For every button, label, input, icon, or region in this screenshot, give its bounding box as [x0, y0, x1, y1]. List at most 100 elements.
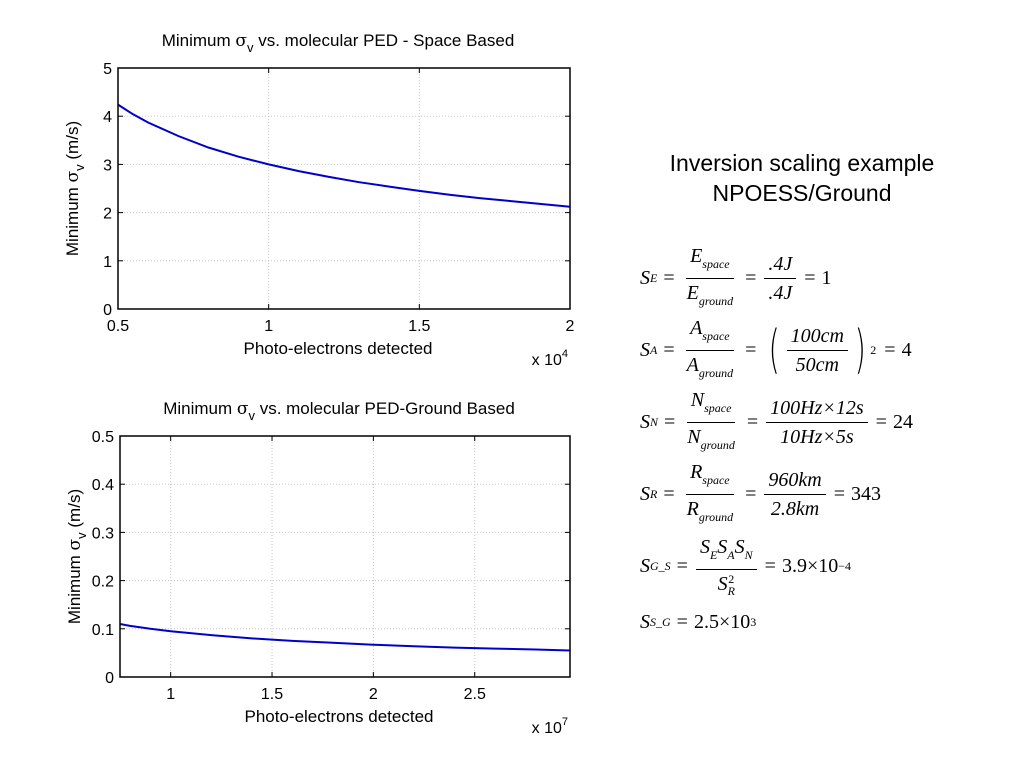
- y-axis-label: Minimum σv (m/s): [63, 121, 87, 256]
- multiplier-exponent: 4: [562, 348, 568, 360]
- equals-sign: =: [745, 266, 757, 289]
- ylabel-text: Minimum: [65, 550, 84, 624]
- value-numerator: 100Hz×12s: [766, 396, 868, 423]
- equation-space-to-ground: S S_G = 2.5×10 3: [640, 602, 970, 642]
- equals-sign: =: [745, 482, 757, 505]
- y-tick-label: 0.2: [92, 574, 114, 591]
- plot-area: [120, 436, 570, 677]
- y-tick-label: 0: [103, 302, 112, 319]
- inversion-scaling-panel: Inversion scaling example NPOESS/Ground …: [640, 148, 970, 642]
- eq-lhs-symbol: S: [640, 482, 650, 505]
- x-tick-label: 1: [166, 686, 175, 703]
- ratio-fraction: Nspace Nground: [683, 388, 739, 457]
- y-tick-label: 3: [103, 157, 112, 174]
- left-paren: (: [768, 320, 781, 380]
- equals-sign: =: [676, 610, 688, 633]
- title-subscript: v: [248, 408, 255, 423]
- y-tick-label: 0.3: [92, 525, 114, 542]
- eq-lhs-subscript: A: [650, 342, 658, 357]
- eq-lhs-symbol: S: [640, 554, 650, 577]
- x-axis-label: Photo-electrons detected: [243, 339, 432, 358]
- ratio-fraction: Espace Eground: [683, 244, 737, 313]
- chart-title: Minimum σv vs. molecular PED-Ground Base…: [163, 399, 515, 423]
- panel-heading: Inversion scaling example NPOESS/Ground: [634, 148, 970, 208]
- power-superscript: 2: [870, 342, 877, 357]
- numerator-symbol: R: [690, 460, 703, 483]
- y-tick-label: 0.5: [92, 429, 114, 446]
- numerator-subscript: space: [702, 256, 730, 271]
- value-fraction: 100cm 50cm: [786, 324, 848, 377]
- equals-sign: =: [663, 338, 675, 361]
- multiplier-exponent: 7: [562, 716, 568, 728]
- title-sigma-symbol: σ: [235, 31, 247, 51]
- denominator-subscript: ground: [700, 437, 735, 452]
- numerator-symbol: E: [690, 244, 703, 267]
- numerator-symbol: A: [690, 316, 703, 339]
- value-numerator: 100cm: [786, 324, 848, 351]
- axes-frame: [119, 435, 571, 678]
- equals-sign: =: [833, 482, 845, 505]
- plot-area: [118, 68, 570, 309]
- y-tick-label: 0.4: [92, 477, 114, 494]
- numerator-subscript: space: [702, 328, 730, 343]
- x-tick-label: 1: [264, 318, 273, 335]
- y-tick-label: 0.1: [92, 622, 114, 639]
- ratio-fraction: Aspace Aground: [683, 316, 737, 385]
- heading-line-2: NPOESS/Ground: [712, 180, 892, 206]
- value-denominator: 2.8km: [770, 497, 820, 520]
- x-tick-label: 1.5: [408, 318, 430, 335]
- numerator-subscript: space: [702, 472, 730, 487]
- factor-symbol: S: [699, 535, 710, 558]
- equals-sign: =: [884, 338, 896, 361]
- squared-paren-group: ( 100cm 50cm ) 2: [764, 324, 876, 377]
- heading-line-1: Inversion scaling example: [669, 150, 935, 176]
- x-axis-multiplier: x 104: [532, 348, 568, 369]
- right-paren: ): [854, 320, 866, 380]
- equals-sign: =: [745, 338, 757, 361]
- y-tick-label: 2: [103, 206, 112, 223]
- numerator-subscript: space: [704, 400, 732, 415]
- value-numerator: 960km: [764, 468, 826, 495]
- eq-lhs-symbol: S: [640, 338, 650, 361]
- y-tick-label: 1: [103, 254, 112, 271]
- denominator-symbol: R: [686, 497, 699, 520]
- factor-subscript: E: [709, 547, 718, 562]
- equals-sign: =: [663, 482, 675, 505]
- x-tick-label: 0.5: [107, 318, 129, 335]
- x-axis-multiplier: x 107: [532, 716, 568, 737]
- value-fraction: 100Hz×12s 10Hz×5s: [766, 396, 868, 449]
- equation-result: 3.9×10: [781, 554, 839, 577]
- denominator-subscript: ground: [698, 509, 734, 524]
- y-tick-label: 4: [103, 109, 112, 126]
- x-tick-label: 2.5: [464, 686, 486, 703]
- ylabel-sigma-symbol: σ: [63, 170, 83, 182]
- denominator-symbol: E: [686, 281, 699, 304]
- y-tick-label: 0: [105, 670, 114, 687]
- denominator-subscript: ground: [698, 365, 734, 380]
- title-text-rest: vs. molecular PED - Space Based: [254, 31, 515, 50]
- y-axis-label: Minimum σv (m/s): [65, 489, 89, 624]
- equals-sign: =: [804, 266, 816, 289]
- factor-subscript: A: [727, 547, 735, 562]
- x-tick-label: 2: [369, 686, 378, 703]
- title-sigma-symbol: σ: [237, 399, 249, 419]
- ylabel-text-rest: (m/s): [63, 121, 82, 164]
- ylabel-sigma-symbol: σ: [65, 538, 85, 550]
- equation-result: 343: [850, 482, 881, 505]
- equation-result: 4: [901, 338, 912, 361]
- eq-lhs-subscript: G_S: [650, 558, 671, 573]
- data-series-line: [119, 623, 571, 652]
- axes-frame: [117, 67, 571, 310]
- denominator-symbol: S: [717, 572, 728, 595]
- eq-lhs-subscript: E: [650, 270, 658, 285]
- value-numerator: .4J: [764, 252, 797, 279]
- equation-result: 1: [821, 266, 832, 289]
- value-fraction: 960km 2.8km: [764, 468, 826, 521]
